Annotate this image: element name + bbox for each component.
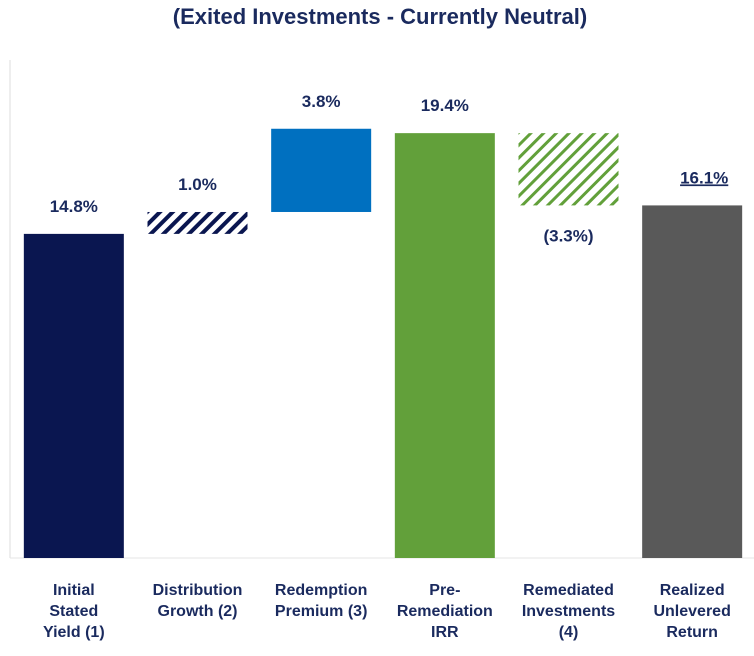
x-tick-label: Distribution Growth (2) [152, 582, 243, 620]
bar [23, 233, 124, 558]
data-label: 14.8% [50, 197, 98, 216]
chart-title: (Exited Investments - Currently Neutral) [173, 4, 587, 29]
bar [147, 211, 248, 234]
data-label: 19.4% [421, 96, 469, 115]
x-tick-label: Redemption Premium (3) [274, 582, 368, 620]
bar [518, 133, 619, 206]
data-label: 3.8% [302, 92, 341, 111]
data-label: (3.3%) [543, 226, 593, 245]
data-label: 1.0% [178, 175, 217, 194]
bar [394, 133, 495, 558]
bar [642, 205, 743, 558]
x-tick-label: Initial Stated Yield (1) [43, 582, 105, 641]
x-tick-label: Realized Unlevered Return [653, 582, 731, 641]
data-label: 16.1% [680, 168, 728, 187]
x-tick-label: Remediated Investments (4) [521, 582, 616, 641]
x-tick-label: Pre- Remediation IRR [396, 582, 493, 641]
bar [271, 128, 372, 212]
